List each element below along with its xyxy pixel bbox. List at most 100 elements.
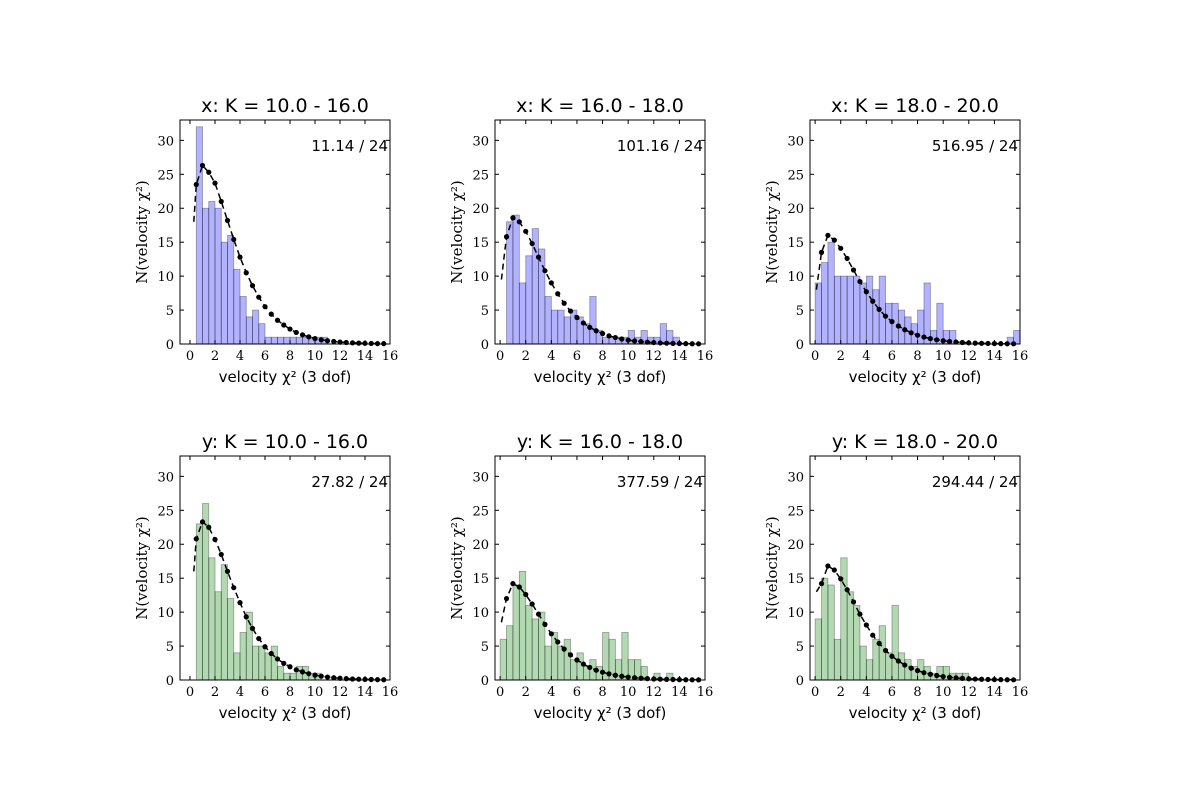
model-point xyxy=(857,611,863,617)
model-point xyxy=(934,672,940,679)
histogram-bar xyxy=(595,330,603,344)
x-tick-label: 12 xyxy=(961,349,978,364)
model-point xyxy=(953,339,959,345)
model-point xyxy=(510,215,516,221)
model-point xyxy=(324,674,331,680)
y-tick-label: 30 xyxy=(787,134,804,149)
model-point xyxy=(331,338,337,345)
histogram-bar xyxy=(220,564,228,680)
model-point xyxy=(953,675,959,681)
chart-title: y: K = 10.0 - 16.0 xyxy=(202,431,368,453)
histogram-bar xyxy=(531,618,539,680)
histogram-bar xyxy=(214,591,222,680)
model-point xyxy=(206,524,212,530)
model-point xyxy=(972,676,978,682)
model-point xyxy=(831,567,837,573)
histogram-bar xyxy=(840,557,848,680)
model-point xyxy=(606,333,612,339)
axes-frame xyxy=(494,119,706,345)
histogram-bar xyxy=(518,282,527,344)
histogram-bar xyxy=(627,330,635,344)
model-point xyxy=(567,652,574,658)
model-point xyxy=(218,198,224,205)
model-point xyxy=(889,319,895,325)
model-point xyxy=(902,662,908,668)
model-point xyxy=(249,625,256,632)
x-tick-label: 0 xyxy=(811,685,819,700)
x-tick-label: 2 xyxy=(211,685,219,700)
histogram-bar xyxy=(283,672,291,680)
histogram-bar xyxy=(252,309,260,344)
histogram-bar xyxy=(525,604,533,680)
model-point xyxy=(510,581,516,587)
x-tick-label: 14 xyxy=(357,349,374,364)
model-point xyxy=(312,672,318,678)
histogram-bar xyxy=(821,262,829,344)
model-point xyxy=(193,181,199,188)
model-point xyxy=(299,332,306,338)
chart-panel-5: 0 2 4 6 8 10 12 14 16 0 5 10 15 20 25 30 y: K = 16.0 - 1… xyxy=(448,431,713,722)
histogram-bars xyxy=(195,126,328,344)
model-point xyxy=(287,326,293,332)
histogram-bar xyxy=(544,296,552,344)
model-point xyxy=(356,340,362,346)
histogram-bar xyxy=(245,611,253,680)
model-point xyxy=(368,340,374,347)
y-tick-label: 5 xyxy=(481,640,489,655)
model-point xyxy=(199,162,206,169)
histogram-bar xyxy=(550,632,559,680)
model-point xyxy=(555,639,561,645)
model-point xyxy=(908,330,914,336)
y-axis-label: N(velocity χ²) xyxy=(133,516,151,620)
histogram-bar xyxy=(942,666,950,680)
x-tick-label: 4 xyxy=(236,685,244,700)
histogram-bar xyxy=(283,336,291,344)
model-point xyxy=(256,294,262,300)
y-tick-label: 0 xyxy=(166,674,174,689)
histogram-bar xyxy=(840,275,848,344)
model-point xyxy=(934,337,940,343)
model-point xyxy=(312,335,318,342)
histogram-bar xyxy=(814,618,822,680)
x-tick-label: 10 xyxy=(935,349,952,364)
histogram-bar xyxy=(270,336,278,344)
model-point xyxy=(237,254,243,260)
model-point xyxy=(193,536,199,542)
chi-square-annotation: 11.14 / 24 xyxy=(311,137,388,155)
model-point xyxy=(212,536,218,543)
model-points xyxy=(503,581,702,683)
model-point xyxy=(870,632,876,638)
y-tick-label: 15 xyxy=(472,236,489,251)
histogram-bars xyxy=(195,503,322,680)
y-axis-label: N(velocity χ²) xyxy=(448,516,466,620)
y-tick-label: 30 xyxy=(472,134,489,149)
x-tick-label: 12 xyxy=(332,349,349,364)
model-point xyxy=(542,621,548,627)
x-tick-label: 10 xyxy=(620,349,637,364)
model-point xyxy=(324,338,331,344)
histogram-bar xyxy=(865,275,874,344)
y-tick-label: 15 xyxy=(157,236,174,251)
model-point xyxy=(844,587,850,593)
chi-square-annotation: 377.59 / 24 xyxy=(617,473,703,491)
model-point xyxy=(243,614,249,620)
histogram-bar xyxy=(289,336,297,344)
model-point xyxy=(972,340,978,346)
model-point xyxy=(895,658,901,664)
model-point xyxy=(927,335,933,342)
model-point xyxy=(262,304,268,310)
y-tick-label: 10 xyxy=(472,270,489,285)
model-point xyxy=(818,581,825,587)
x-tick-label: 4 xyxy=(862,685,870,700)
model-point xyxy=(218,551,224,558)
model-curve xyxy=(500,216,699,344)
x-tick-label: 16 xyxy=(697,685,714,700)
x-tick-label: 0 xyxy=(186,685,194,700)
y-tick-label: 15 xyxy=(472,572,489,587)
x-tick-label: 4 xyxy=(547,349,555,364)
x-tick-label: 8 xyxy=(598,349,606,364)
y-tick-label: 25 xyxy=(157,168,174,183)
x-tick-label: 4 xyxy=(547,685,555,700)
histogram-bar xyxy=(1006,336,1014,344)
y-tick-label: 25 xyxy=(472,168,489,183)
